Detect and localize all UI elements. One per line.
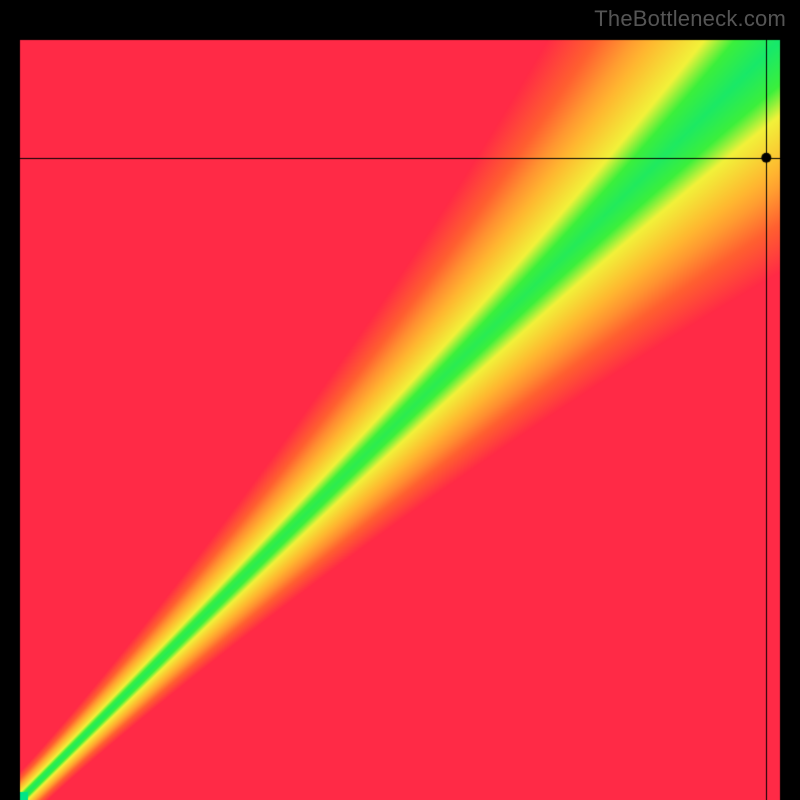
chart-container: TheBottleneck.com	[0, 0, 800, 800]
bottleneck-heatmap	[0, 0, 800, 800]
watermark-text: TheBottleneck.com	[594, 6, 786, 32]
